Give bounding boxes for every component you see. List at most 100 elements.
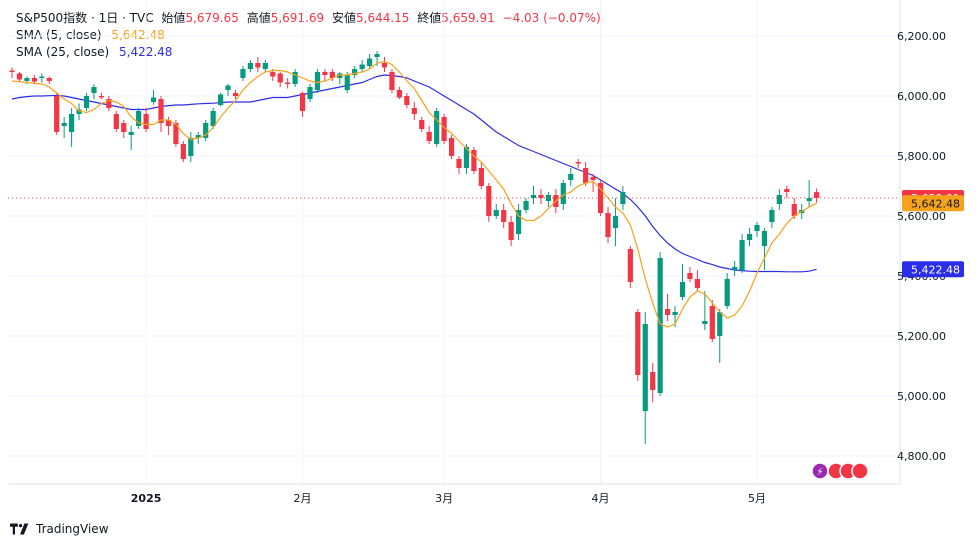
candle[interactable] — [411, 102, 417, 120]
candle[interactable] — [389, 69, 395, 93]
candle[interactable] — [76, 103, 82, 121]
candle[interactable] — [471, 147, 477, 174]
candle[interactable] — [247, 60, 253, 72]
candle[interactable] — [538, 189, 544, 204]
candle[interactable] — [806, 180, 812, 207]
candle[interactable] — [188, 132, 194, 162]
candle[interactable] — [478, 162, 484, 189]
candle[interactable] — [508, 216, 514, 246]
candle[interactable] — [605, 207, 611, 243]
candle[interactable] — [98, 93, 104, 99]
tradingview-brand[interactable]: TradingView — [10, 522, 109, 536]
candle[interactable] — [642, 312, 648, 444]
candle[interactable] — [322, 69, 328, 81]
candle[interactable] — [590, 174, 596, 192]
candle[interactable] — [724, 273, 730, 309]
candle[interactable] — [650, 363, 656, 402]
candle[interactable] — [687, 267, 693, 282]
candle[interactable] — [612, 198, 619, 246]
candle[interactable] — [210, 108, 216, 129]
candle[interactable] — [240, 66, 246, 81]
candle[interactable] — [404, 93, 410, 108]
candle[interactable] — [91, 84, 97, 99]
candle[interactable] — [136, 108, 142, 129]
candle[interactable] — [679, 264, 686, 300]
candle[interactable] — [448, 135, 455, 159]
candle[interactable] — [83, 93, 90, 111]
candle[interactable] — [106, 96, 112, 111]
candle[interactable] — [158, 96, 164, 132]
candle[interactable] — [501, 204, 507, 228]
candle[interactable] — [31, 75, 37, 84]
candle[interactable] — [568, 168, 574, 186]
candle[interactable] — [434, 108, 440, 147]
candle[interactable] — [575, 159, 581, 168]
candle[interactable] — [769, 207, 775, 228]
interval[interactable]: 1日 — [98, 11, 119, 25]
us-flag-event-icon-3[interactable] — [851, 462, 869, 480]
candle[interactable] — [419, 117, 425, 132]
candle[interactable] — [776, 189, 782, 210]
candle[interactable] — [255, 57, 261, 72]
candle[interactable] — [516, 204, 522, 240]
candle[interactable] — [121, 120, 127, 138]
candle[interactable] — [746, 228, 753, 246]
candle[interactable] — [337, 72, 343, 84]
candle[interactable] — [493, 204, 499, 219]
candle[interactable] — [367, 54, 373, 69]
candle[interactable] — [69, 108, 75, 147]
candle[interactable] — [9, 67, 15, 79]
candle[interactable] — [203, 120, 209, 141]
candle[interactable] — [285, 78, 291, 89]
candle[interactable] — [218, 93, 224, 107]
candle[interactable] — [456, 156, 462, 174]
candle[interactable] — [16, 72, 23, 81]
candle[interactable] — [627, 246, 633, 288]
candle[interactable] — [709, 300, 715, 342]
candle[interactable] — [396, 87, 402, 99]
candle[interactable] — [523, 198, 529, 213]
candle[interactable] — [635, 309, 641, 381]
candle[interactable] — [307, 84, 313, 102]
candle[interactable] — [329, 69, 335, 81]
candle[interactable] — [359, 60, 365, 72]
candle[interactable] — [46, 76, 52, 85]
candle[interactable] — [150, 90, 157, 105]
candle[interactable] — [61, 117, 67, 138]
candle[interactable] — [262, 60, 268, 72]
candle[interactable] — [694, 270, 700, 291]
candle[interactable] — [530, 186, 537, 204]
candle[interactable] — [620, 186, 626, 210]
candle[interactable] — [54, 93, 60, 135]
candle[interactable] — [381, 57, 388, 72]
candle[interactable] — [143, 108, 149, 132]
candle[interactable] — [180, 141, 186, 162]
candle[interactable] — [113, 111, 119, 132]
candle[interactable] — [784, 186, 790, 198]
sma25-legend-row[interactable]: SMA (25, close) 5,422.48 — [16, 44, 601, 61]
candle[interactable] — [717, 309, 723, 363]
candle[interactable] — [732, 261, 738, 276]
candle[interactable] — [299, 91, 306, 118]
candle[interactable] — [486, 183, 492, 222]
candle[interactable] — [665, 294, 671, 321]
candle[interactable] — [702, 291, 708, 330]
candle[interactable] — [232, 90, 239, 99]
candle[interactable] — [277, 72, 283, 87]
candle[interactable] — [292, 69, 298, 87]
candle[interactable] — [814, 188, 820, 203]
candle[interactable] — [583, 162, 589, 186]
candle[interactable] — [441, 114, 447, 144]
candle[interactable] — [426, 126, 432, 144]
candle[interactable] — [225, 84, 231, 96]
candle[interactable] — [739, 234, 745, 273]
candle[interactable] — [754, 222, 760, 237]
sma5-line[interactable] — [11, 60, 817, 328]
symbol-name[interactable]: S&P500指数 — [16, 11, 88, 25]
candle[interactable] — [761, 228, 768, 270]
candle[interactable] — [545, 192, 551, 207]
candle[interactable] — [39, 73, 45, 83]
candle[interactable] — [128, 126, 134, 150]
sma5-legend-row[interactable]: SMA (5, close) 5,642.48 — [16, 27, 601, 44]
